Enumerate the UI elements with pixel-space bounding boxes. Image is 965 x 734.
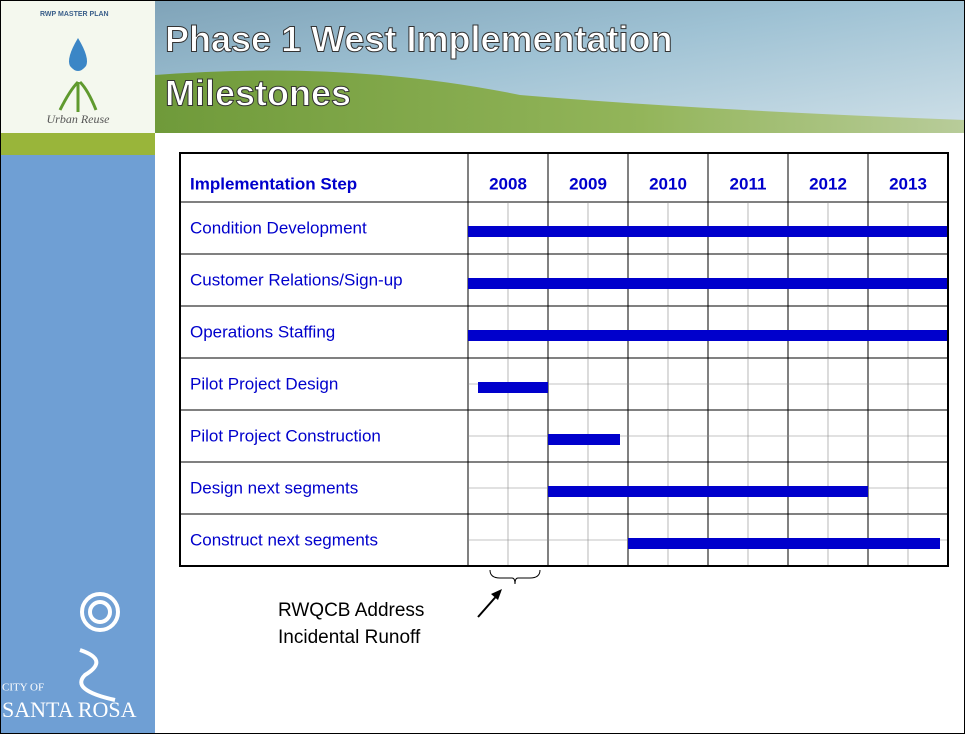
annotation-line: RWQCB Address xyxy=(278,600,424,621)
row-label: Customer Relations/Sign-up xyxy=(190,270,403,289)
gantt-bar xyxy=(478,382,548,393)
gantt-bar xyxy=(468,278,948,289)
year-header: 2010 xyxy=(649,174,687,193)
sidebar-stripe xyxy=(0,133,155,155)
year-header: 2013 xyxy=(889,174,927,193)
year-header: 2008 xyxy=(489,174,527,193)
logo-bottom: Urban Reuse xyxy=(47,112,111,126)
year-header: 2011 xyxy=(730,174,767,193)
row-label: Pilot Project Design xyxy=(190,374,338,393)
gantt-bar xyxy=(468,226,948,237)
title-line: Phase 1 West Implementation xyxy=(165,19,672,60)
year-header: 2009 xyxy=(569,174,607,193)
gantt-bar xyxy=(628,538,940,549)
row-label: Condition Development xyxy=(190,218,367,237)
gantt-bar xyxy=(468,330,948,341)
annotation-line: Incidental Runoff xyxy=(278,627,421,648)
title-line: Milestones xyxy=(165,73,351,114)
header-cell: Implementation Step xyxy=(190,174,357,193)
gantt-bar xyxy=(548,486,868,497)
sidebar xyxy=(0,155,155,734)
row-label: Construct next segments xyxy=(190,530,378,549)
row-label: Operations Staffing xyxy=(190,322,335,341)
slide: RWP MASTER PLAN Urban Reuse CITY OF SANT… xyxy=(0,0,965,734)
city-line1: CITY OF xyxy=(2,682,44,694)
row-label: Pilot Project Construction xyxy=(190,426,381,445)
gantt-bar xyxy=(548,434,620,445)
city-line2: SANTA ROSA xyxy=(2,697,137,722)
year-header: 2012 xyxy=(809,174,847,193)
row-label: Design next segments xyxy=(190,478,358,497)
logo-top: RWP MASTER PLAN xyxy=(40,11,109,18)
